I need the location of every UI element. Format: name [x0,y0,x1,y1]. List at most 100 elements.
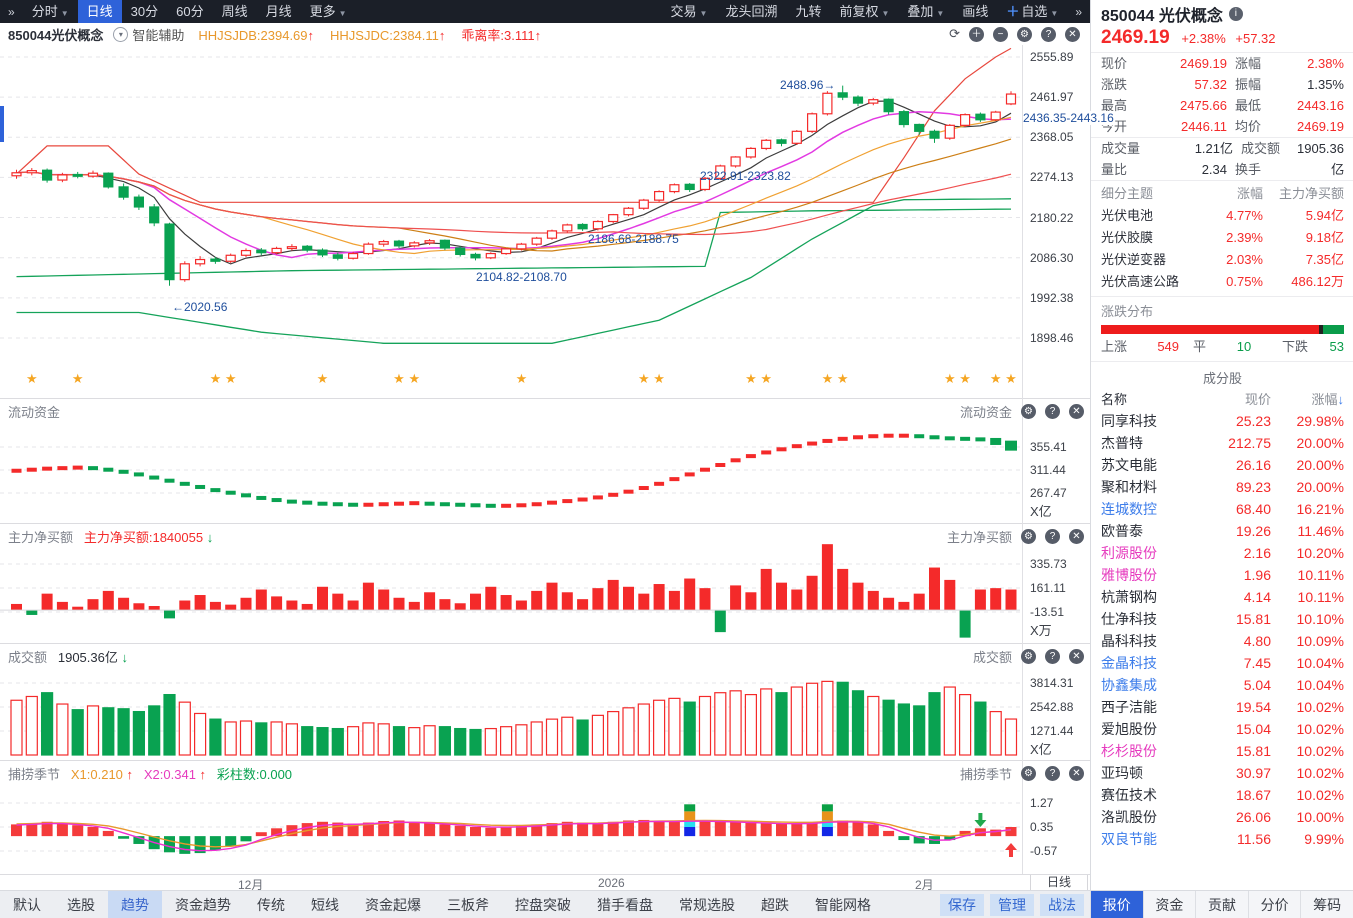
strategy-tab-超跌[interactable]: 超跌 [761,897,789,913]
tool-前复权[interactable]: 前复权 ▼ [830,0,898,23]
constituent-row[interactable]: 聚和材料 89.23 20.00% [1091,476,1353,498]
panel-close-icon[interactable]: ✕ [1069,766,1084,781]
constituent-row[interactable]: 金晶科技 7.45 10.04% [1091,652,1353,674]
strategy-tab-传统[interactable]: 传统 [257,897,285,913]
strategy-tab-资金起爆[interactable]: 资金起爆 [365,897,421,913]
tool-交易[interactable]: 交易 ▼ [662,0,717,23]
constituent-row[interactable]: 同享科技 25.23 29.98% [1091,410,1353,432]
period-tab-月线[interactable]: 月线 [257,0,301,23]
flow-funds-plot[interactable] [0,399,1090,524]
tool-龙头回溯[interactable]: 龙头回溯 [716,0,786,23]
close-icon[interactable]: ✕ [1065,26,1080,42]
constituent-row[interactable]: 杉杉股份 15.81 10.02% [1091,740,1353,762]
quote-tab-贡献[interactable]: 贡献 [1195,891,1248,918]
theme-row[interactable]: 光伏高速公路 0.75% 486.12万 [1091,271,1353,293]
strategy-tab-智能网格[interactable]: 智能网格 [815,897,871,913]
constituent-row[interactable]: 欧普泰 19.26 11.46% [1091,520,1353,542]
tool-叠加[interactable]: 叠加 ▼ [898,0,953,23]
constituent-row[interactable]: 利源股份 2.16 10.20% [1091,542,1353,564]
strategy-tab-默认[interactable]: 默认 [13,897,41,913]
change-percent: +2.38% [1181,31,1226,46]
panel-help-icon[interactable]: ? [1045,649,1060,664]
expand-left-icon[interactable]: » [8,4,15,19]
constituent-row[interactable]: 杭萧钢构 4.14 10.11% [1091,586,1353,608]
panel-help-icon[interactable]: ? [1045,766,1060,781]
tool-九转[interactable]: 九转 [786,0,830,23]
period-tab-分时[interactable]: 分时 ▼ [23,0,78,23]
panel-close-icon[interactable]: ✕ [1069,529,1084,544]
constituent-row[interactable]: 洛凯股份 26.06 10.00% [1091,806,1353,828]
turnover-plot[interactable] [0,644,1090,761]
theme-amount: 7.35亿 [1305,252,1344,267]
candlestick-plot[interactable]: ★ ★ ★ ★ ★ ★ ★ ★ ★ ★ ★ ★ ★ ★ ★ ★ ★ ★2488.96→2322.91-2323.8… [0,45,1090,398]
stat-value: 2443.16 [1297,98,1344,113]
divider [1091,180,1353,183]
panel-settings-icon[interactable]: ⚙ [1021,766,1036,781]
settings-icon[interactable]: ⚙ [1017,26,1032,42]
panel-settings-icon[interactable]: ⚙ [1021,404,1036,419]
strategy-tab-趋势[interactable]: 趋势 [108,891,162,918]
constituent-row[interactable]: 西子洁能 19.54 10.02% [1091,696,1353,718]
quote-tab-报价[interactable]: 报价 [1090,891,1143,918]
tool-画线[interactable]: 画线 [953,0,997,23]
period-tab-周线[interactable]: 周线 [213,0,257,23]
stat-label: 成交额 [1241,141,1281,156]
capture-season-panel[interactable]: 捕捞季节 X1:0.210 ↑ X2:0.341 ↑ 彩柱数:0.000 捕捞季… [0,760,1090,875]
constituent-row[interactable]: 双良节能 11.56 9.99% [1091,828,1353,850]
panel-help-icon[interactable]: ? [1045,404,1060,419]
smart-assist-toggle[interactable]: ▾ 智能辅助 [113,25,184,44]
expand-right-icon[interactable]: » [1075,4,1082,19]
action-button-战法[interactable]: 战法 [1040,894,1084,916]
constituent-row[interactable]: 亚玛顿 30.97 10.02% [1091,762,1353,784]
strategy-tab-控盘突破[interactable]: 控盘突破 [515,897,571,913]
action-button-管理[interactable]: 管理 [990,894,1034,916]
theme-row[interactable]: 光伏逆变器 2.03% 7.35亿 [1091,249,1353,271]
constituent-row[interactable]: 仕净科技 15.81 10.10% [1091,608,1353,630]
constituent-row[interactable]: 赛伍技术 18.67 10.02% [1091,784,1353,806]
main-net-buy-plot[interactable] [0,524,1090,644]
constituent-row[interactable]: 晶科科技 4.80 10.09% [1091,630,1353,652]
capture-season-plot[interactable] [0,761,1090,875]
action-button-保存[interactable]: 保存 [940,894,984,916]
strategy-tab-选股[interactable]: 选股 [67,897,95,913]
quote-tab-筹码[interactable]: 筹码 [1300,891,1353,918]
theme-row[interactable]: 光伏电池 4.77% 5.94亿 [1091,205,1353,227]
period-tab-60分[interactable]: 60分 [167,0,212,23]
period-tab-日线[interactable]: 日线 [77,0,122,23]
col-name[interactable]: 名称 [1101,392,1128,407]
turnover-panel[interactable]: 成交额 1905.36亿 ↓ 成交额 ⚙ ? ✕ 3814.31 2542.88 1… [0,643,1090,761]
zoom-out-icon[interactable]: − [993,26,1008,42]
refresh-icon[interactable]: ⟳ [949,26,960,41]
constituent-row[interactable]: 苏文电能 26.16 20.00% [1091,454,1353,476]
strategy-tab-短线[interactable]: 短线 [311,897,339,913]
strategy-tab-常规选股[interactable]: 常规选股 [679,897,735,913]
main-axis-tick: 2555.89 [1030,50,1074,64]
quote-tab-分价[interactable]: 分价 [1247,891,1301,918]
info-icon[interactable]: i [1228,7,1243,21]
col-pct-sort[interactable]: 涨幅↓ [1311,392,1344,407]
period-tab-30分[interactable]: 30分 [122,0,167,23]
constituent-row[interactable]: 爱旭股份 15.04 10.02% [1091,718,1353,740]
panel-settings-icon[interactable]: ⚙ [1021,649,1036,664]
strategy-tab-三板斧[interactable]: 三板斧 [447,897,489,913]
zoom-in-icon[interactable]: ＋ [969,26,984,42]
panel-close-icon[interactable]: ✕ [1069,649,1084,664]
main-net-buy-panel[interactable]: 主力净买额 主力净买额:1840055 ↓ 主力净买额 ⚙ ? ✕ 335.73… [0,523,1090,644]
panel-settings-icon[interactable]: ⚙ [1021,529,1036,544]
main-candle-chart[interactable]: ★ ★ ★ ★ ★ ★ ★ ★ ★ ★ ★ ★ ★ ★ ★ ★ ★ ★ 2488.96→ 2322.91-2323.8… [0,45,1114,398]
theme-row[interactable]: 光伏胶膜 2.39% 9.18亿 [1091,227,1353,249]
constituent-row[interactable]: 雅博股份 1.96 10.11% [1091,564,1353,586]
flow-funds-panel[interactable]: 流动资金 流动资金 ⚙ ? ✕ 355.41 311.44 267.47 X亿 [0,398,1090,524]
constituent-row[interactable]: 杰普特 212.75 20.00% [1091,432,1353,454]
strategy-tab-猎手看盘[interactable]: 猎手看盘 [597,897,653,913]
quote-tab-资金[interactable]: 资金 [1142,891,1196,918]
panel-help-icon[interactable]: ? [1045,529,1060,544]
period-tab-更多[interactable]: 更多 ▼ [301,0,356,23]
col-price[interactable]: 现价 [1244,392,1271,407]
constituent-row[interactable]: 协鑫集成 5.04 10.04% [1091,674,1353,696]
help-icon[interactable]: ? [1041,26,1056,42]
strategy-tab-资金趋势[interactable]: 资金趋势 [175,897,231,913]
constituent-row[interactable]: 连城数控 68.40 16.21% [1091,498,1353,520]
tool-自选[interactable]: ＋自选 ▼ [997,0,1067,23]
panel-close-icon[interactable]: ✕ [1069,404,1084,419]
